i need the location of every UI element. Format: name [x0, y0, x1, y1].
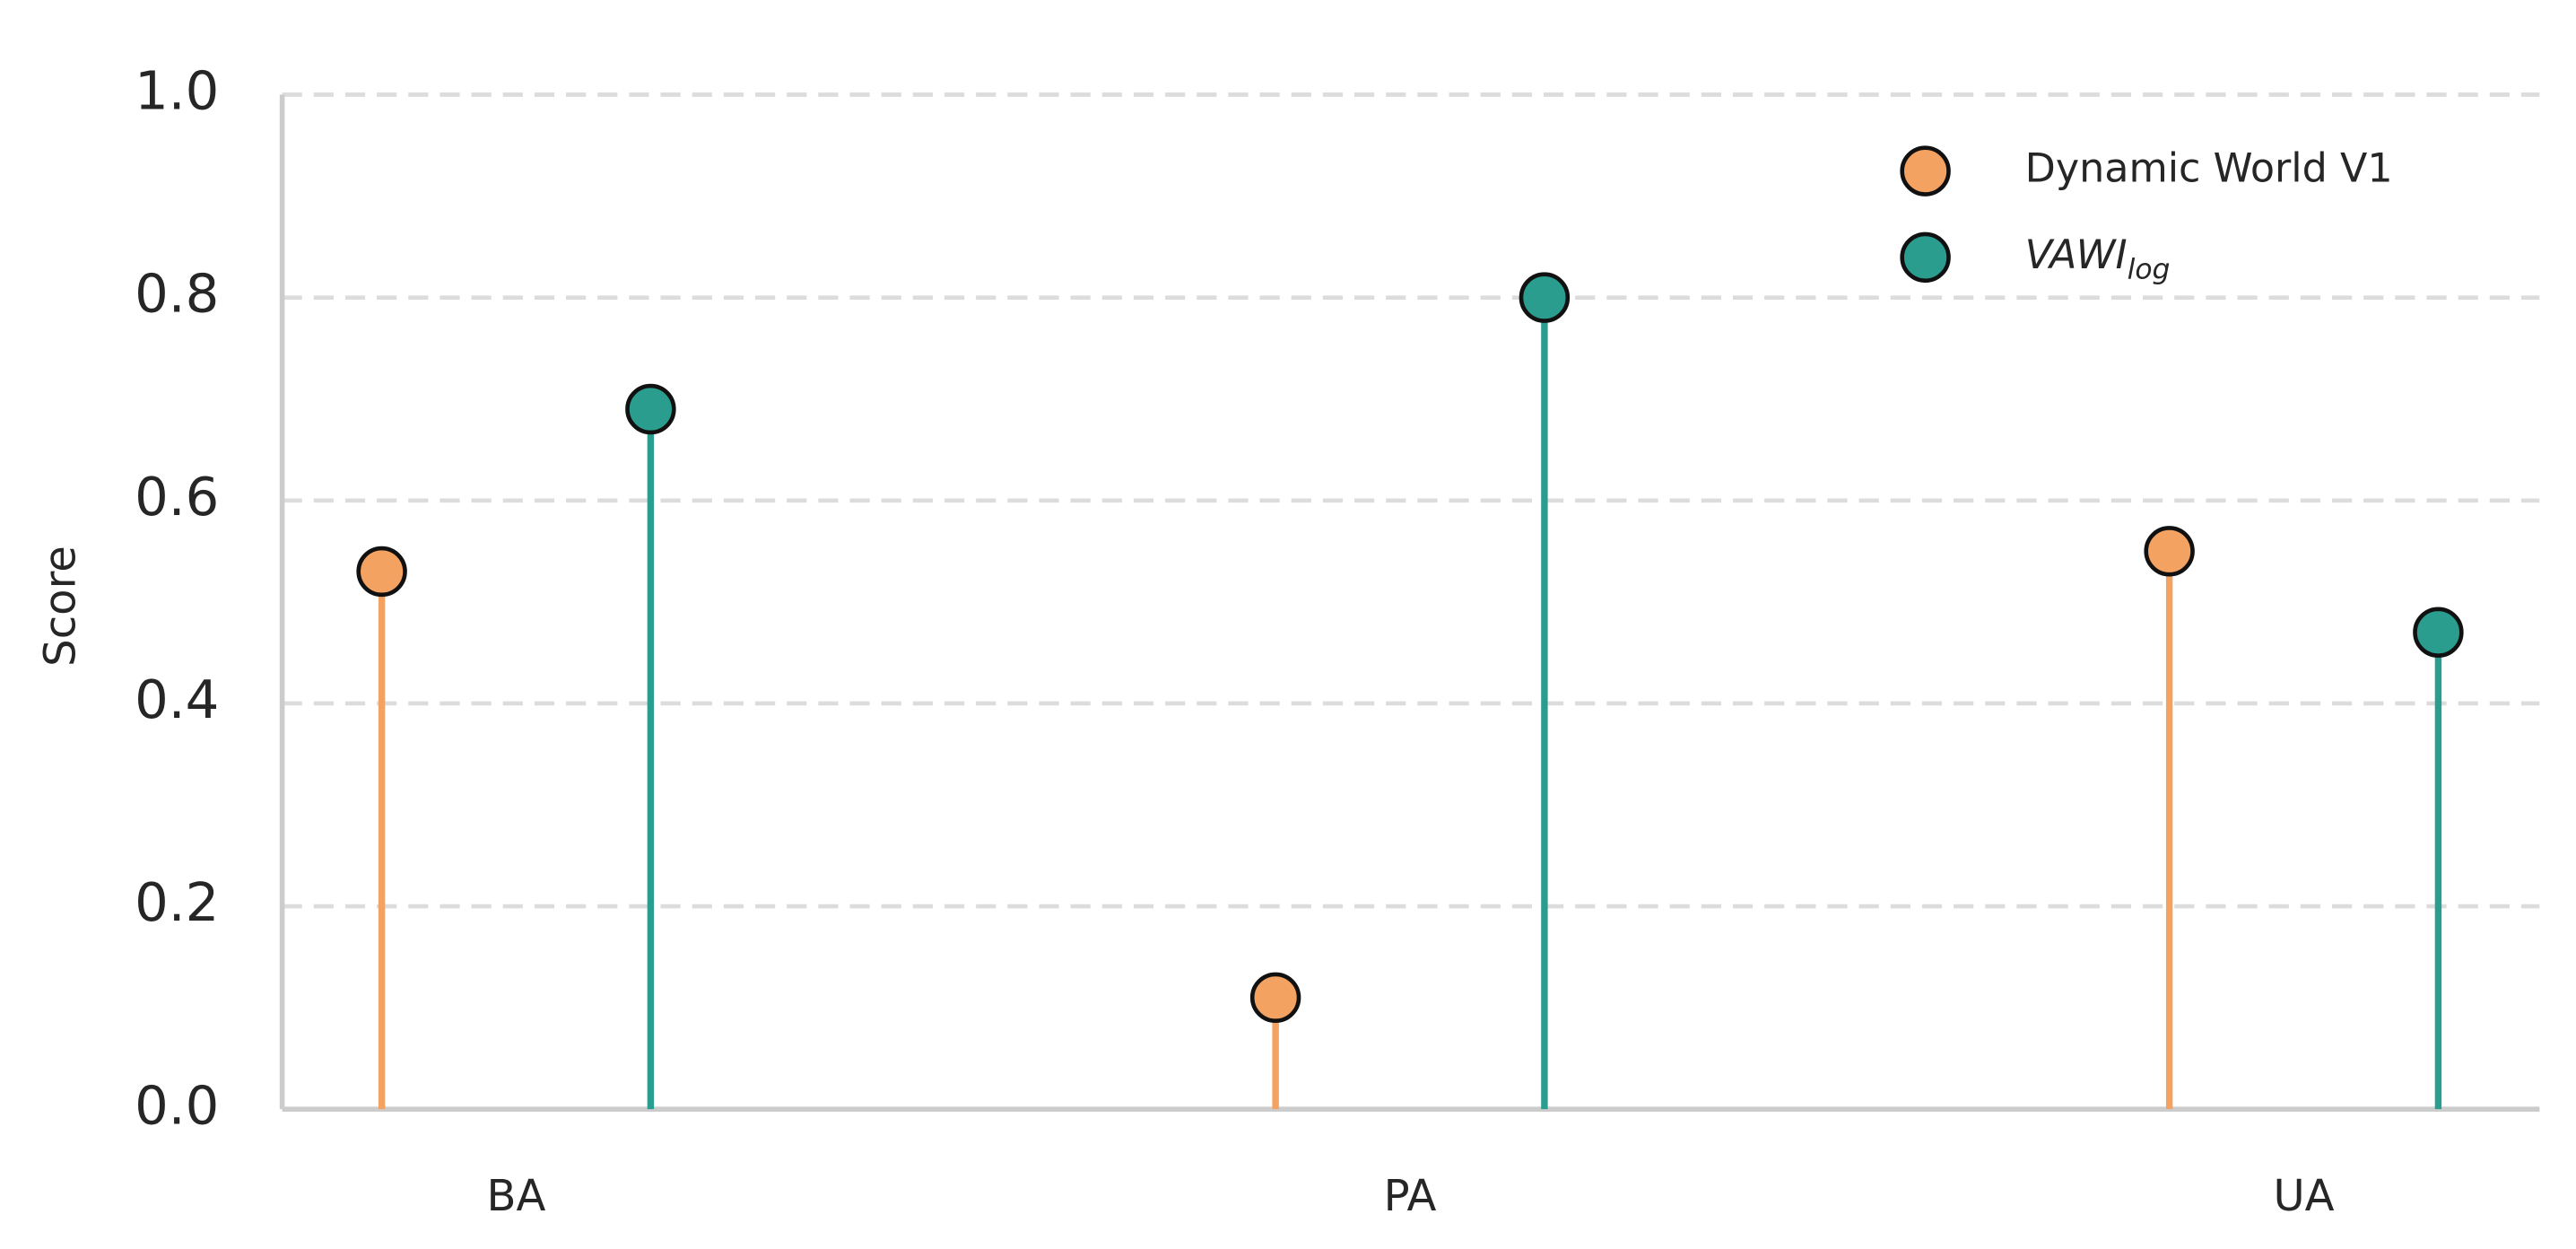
legend-label: VAWIlog: [2025, 232, 2171, 286]
y-tick-label: 0.8: [135, 263, 219, 325]
legend-marker: [1900, 145, 1951, 197]
marker: [625, 383, 676, 435]
marker: [1249, 972, 1301, 1024]
x-tick-label: UA: [2273, 1171, 2334, 1221]
y-tick-label: 0.6: [135, 466, 219, 528]
legend-label-subscript: log: [2128, 254, 2171, 286]
legend-label-main: VAWI: [2025, 232, 2128, 278]
legend-label: Dynamic World V1: [2025, 146, 2393, 192]
x-tick-label: PA: [1384, 1171, 1437, 1221]
marker: [1519, 272, 1571, 323]
y-tick-label: 1.0: [135, 60, 219, 122]
marker: [2413, 607, 2464, 658]
marker: [356, 546, 407, 598]
y-axis-label: Score: [35, 546, 85, 667]
marker: [2144, 526, 2195, 577]
y-tick-label: 0.0: [135, 1074, 219, 1136]
y-tick-label: 0.2: [135, 871, 219, 933]
y-tick-label: 0.4: [135, 668, 219, 730]
x-tick-label: BA: [487, 1171, 546, 1221]
legend-marker: [1900, 231, 1951, 284]
